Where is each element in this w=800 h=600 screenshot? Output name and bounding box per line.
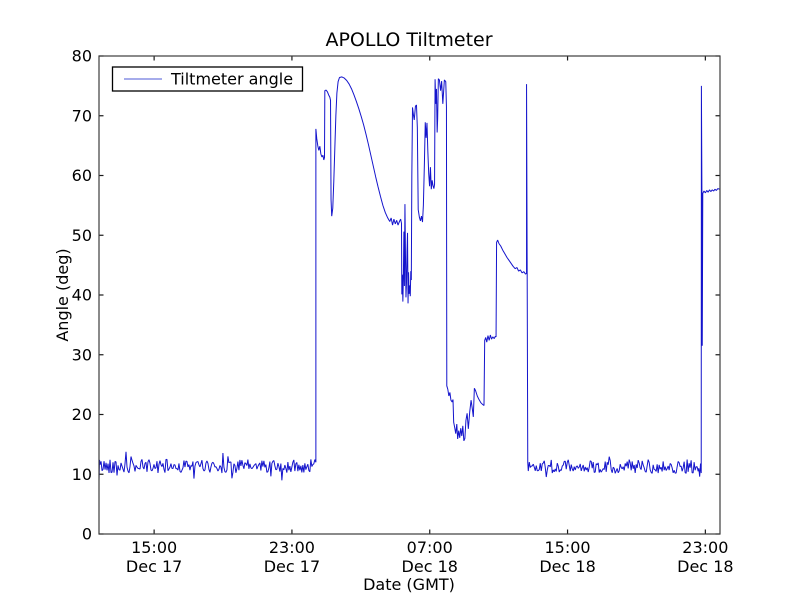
legend-entry-label: Tiltmeter angle <box>170 70 293 89</box>
x-tick-time-label: 23:00 <box>269 538 315 557</box>
y-axis-label: Angle (deg) <box>53 248 72 341</box>
y-tick-label: 40 <box>72 286 92 305</box>
y-tick-label: 20 <box>72 405 92 424</box>
legend: Tiltmeter angle <box>111 66 304 92</box>
y-tick-label: 80 <box>72 47 92 66</box>
x-tick-time-label: 07:00 <box>407 538 453 557</box>
x-tick-date-label: Dec 18 <box>539 557 595 576</box>
y-tick-label: 60 <box>72 166 92 185</box>
x-tick-time-label: 15:00 <box>131 538 177 557</box>
tiltmeter-angle-line <box>98 76 721 481</box>
y-tick-label: 50 <box>72 226 92 245</box>
y-tick-label: 0 <box>82 525 92 544</box>
x-tick-date-label: Dec 18 <box>677 557 733 576</box>
y-tick-label: 10 <box>72 465 92 484</box>
x-axis-label: Date (GMT) <box>363 575 455 594</box>
x-tick-time-label: 15:00 <box>544 538 590 557</box>
chart-title: APOLLO Tiltmeter <box>325 29 492 51</box>
y-tick-label: 70 <box>72 106 92 125</box>
x-tick-date-label: Dec 18 <box>402 557 458 576</box>
y-tick-label: 30 <box>72 345 92 364</box>
y-axis-tick-labels: 0 10 20 30 40 50 60 70 80 <box>72 47 92 544</box>
plot-frame <box>98 55 721 535</box>
x-tick-date-label: Dec 17 <box>126 557 182 576</box>
x-tick-date-label: Dec 17 <box>264 557 320 576</box>
x-tick-time-label: 23:00 <box>682 538 728 557</box>
